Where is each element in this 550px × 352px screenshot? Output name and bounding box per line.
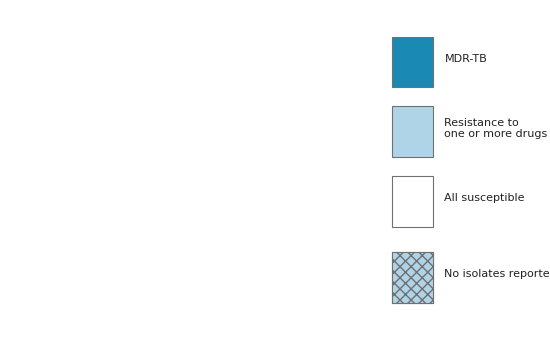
- Bar: [392, 176, 433, 227]
- Text: Resistance to
one or more drugs: Resistance to one or more drugs: [444, 118, 548, 139]
- Text: MDR-TB: MDR-TB: [444, 54, 487, 64]
- Bar: [392, 252, 433, 303]
- Bar: [392, 37, 433, 87]
- Bar: [392, 106, 433, 157]
- Text: All susceptible: All susceptible: [444, 193, 525, 203]
- Bar: [392, 252, 433, 303]
- Text: No isolates reported: No isolates reported: [444, 269, 550, 279]
